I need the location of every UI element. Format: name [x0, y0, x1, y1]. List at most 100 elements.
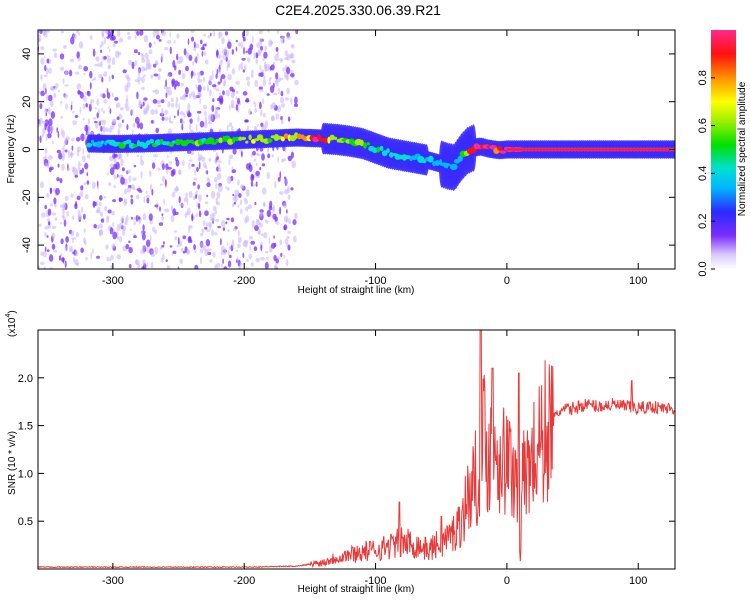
spectrogram-xtick-label: 0	[504, 275, 510, 287]
ridge-core	[372, 147, 378, 154]
noise-speckle	[275, 47, 279, 52]
noise-speckle	[104, 127, 109, 133]
noise-speckle	[183, 48, 187, 56]
noise-speckle	[214, 158, 219, 165]
noise-speckle	[83, 228, 86, 234]
noise-speckle	[161, 53, 164, 61]
noise-speckle	[280, 36, 286, 44]
noise-speckle	[189, 118, 193, 124]
noise-speckle	[258, 30, 263, 35]
noise-speckle	[74, 203, 78, 210]
noise-speckle	[286, 87, 290, 95]
noise-speckle	[198, 92, 202, 98]
noise-speckle	[197, 184, 200, 190]
noise-speckle	[272, 204, 276, 212]
ridge-core	[434, 160, 440, 166]
noise-speckle	[178, 169, 182, 175]
noise-speckle	[275, 113, 280, 120]
noise-speckle	[72, 111, 75, 114]
snr-ylabel: SNR (10 * v/v)	[7, 431, 18, 495]
noise-speckle	[59, 53, 65, 60]
noise-speckle	[196, 201, 198, 208]
noise-speckle	[149, 183, 153, 192]
noise-speckle	[92, 78, 95, 82]
noise-speckle	[242, 252, 245, 259]
noise-speckle	[96, 200, 98, 207]
noise-speckle	[248, 253, 252, 260]
noise-speckle	[202, 86, 206, 91]
noise-speckle	[227, 63, 231, 68]
noise-speckle	[81, 167, 85, 174]
noise-speckle	[170, 215, 175, 223]
noise-speckle	[52, 140, 54, 145]
noise-speckle	[38, 120, 41, 128]
noise-speckle	[284, 146, 287, 153]
noise-speckle	[142, 259, 146, 265]
noise-speckle	[173, 230, 178, 233]
noise-speckle	[161, 175, 166, 182]
noise-speckle	[294, 96, 298, 105]
noise-speckle	[212, 251, 216, 258]
noise-speckle	[247, 80, 250, 87]
noise-speckle	[74, 259, 79, 266]
noise-speckle	[223, 266, 228, 269]
noise-speckle	[152, 99, 158, 104]
noise-speckle	[197, 84, 202, 93]
noise-speckle	[277, 176, 281, 182]
noise-speckle	[244, 206, 249, 212]
noise-speckle	[200, 39, 203, 45]
noise-speckle	[119, 107, 124, 111]
noise-speckle	[220, 251, 225, 256]
noise-speckle	[76, 195, 81, 201]
noise-speckle	[49, 203, 53, 207]
ridge-core	[248, 134, 252, 141]
noise-speckle	[235, 46, 238, 52]
noise-speckle	[243, 239, 249, 244]
noise-speckle	[126, 214, 129, 222]
noise-speckle	[60, 238, 64, 245]
noise-speckle	[108, 155, 114, 162]
noise-speckle	[121, 167, 125, 172]
noise-speckle	[255, 170, 260, 177]
ridge-core	[90, 139, 95, 144]
noise-speckle	[117, 51, 122, 56]
noise-speckle	[58, 152, 63, 160]
ridge-core	[422, 159, 427, 164]
noise-speckle	[213, 232, 218, 236]
noise-speckle	[273, 235, 275, 239]
noise-speckle	[38, 223, 42, 227]
noise-speckle	[50, 187, 53, 194]
noise-speckle	[134, 60, 138, 66]
noise-speckle	[240, 262, 243, 266]
noise-speckle	[87, 90, 89, 94]
noise-speckle	[277, 87, 280, 95]
spectrogram-ylabel: Frequency (Hz)	[6, 115, 17, 184]
noise-speckle	[160, 99, 165, 104]
noise-speckle	[290, 97, 293, 105]
noise-speckle	[185, 192, 188, 199]
noise-speckle	[179, 203, 184, 207]
noise-speckle	[263, 202, 266, 207]
noise-speckle	[110, 254, 114, 260]
noise-speckle	[260, 256, 265, 261]
noise-speckle	[192, 61, 195, 66]
noise-speckle	[164, 208, 167, 212]
noise-speckle	[165, 185, 167, 189]
noise-speckle	[277, 77, 281, 83]
noise-speckle	[89, 70, 93, 79]
noise-speckle	[130, 109, 134, 114]
noise-speckle	[203, 33, 207, 37]
noise-speckle	[61, 150, 65, 154]
noise-speckle	[150, 250, 153, 254]
noise-speckle	[250, 240, 256, 245]
noise-speckle	[218, 69, 221, 75]
noise-speckle	[108, 182, 112, 187]
noise-speckle	[133, 235, 137, 239]
noise-speckle	[66, 211, 69, 217]
noise-speckle	[106, 36, 110, 39]
noise-speckle	[78, 31, 80, 36]
noise-speckle	[39, 135, 42, 144]
noise-speckle	[218, 184, 223, 193]
noise-speckle	[70, 36, 75, 45]
noise-speckle	[269, 200, 273, 208]
